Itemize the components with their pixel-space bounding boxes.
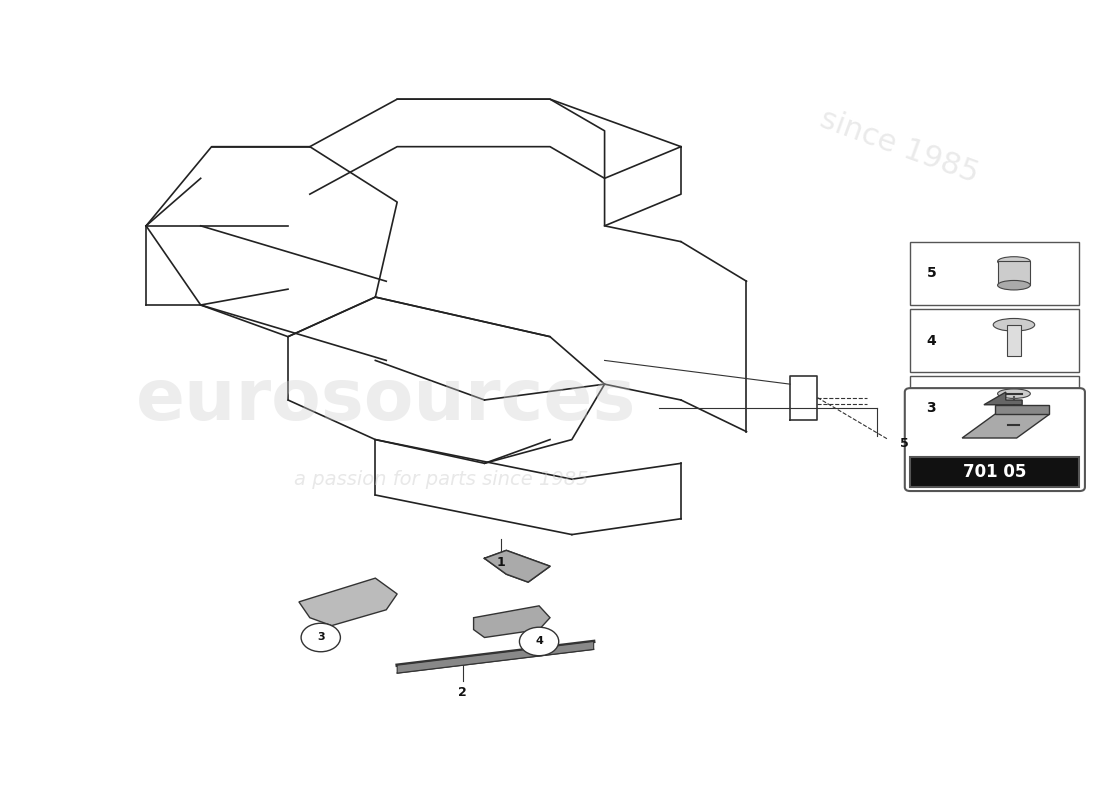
FancyBboxPatch shape <box>998 262 1031 286</box>
Text: 5: 5 <box>901 437 910 450</box>
FancyBboxPatch shape <box>910 457 1079 487</box>
Text: 4: 4 <box>926 334 936 348</box>
Text: 4: 4 <box>535 637 543 646</box>
Ellipse shape <box>998 281 1031 290</box>
FancyBboxPatch shape <box>910 242 1079 305</box>
Text: 701 05: 701 05 <box>964 463 1026 481</box>
Circle shape <box>519 627 559 656</box>
Ellipse shape <box>993 318 1035 331</box>
Polygon shape <box>484 550 550 582</box>
Text: 2: 2 <box>459 686 468 699</box>
Text: 3: 3 <box>317 633 324 642</box>
FancyBboxPatch shape <box>1008 325 1021 357</box>
FancyBboxPatch shape <box>905 388 1085 491</box>
Polygon shape <box>299 578 397 626</box>
Text: eurosources: eurosources <box>136 366 637 434</box>
FancyBboxPatch shape <box>910 376 1079 439</box>
Ellipse shape <box>998 257 1031 266</box>
Circle shape <box>301 623 340 652</box>
Text: since 1985: since 1985 <box>816 105 982 189</box>
Polygon shape <box>962 414 1049 438</box>
Polygon shape <box>994 405 1049 414</box>
Polygon shape <box>397 642 594 673</box>
Text: a passion for parts since 1985: a passion for parts since 1985 <box>294 470 588 489</box>
Text: 1: 1 <box>496 556 505 569</box>
FancyBboxPatch shape <box>910 309 1079 372</box>
Text: 3: 3 <box>926 401 936 415</box>
Polygon shape <box>983 392 1022 405</box>
Ellipse shape <box>998 389 1031 398</box>
Text: 5: 5 <box>926 266 936 280</box>
Polygon shape <box>474 606 550 638</box>
